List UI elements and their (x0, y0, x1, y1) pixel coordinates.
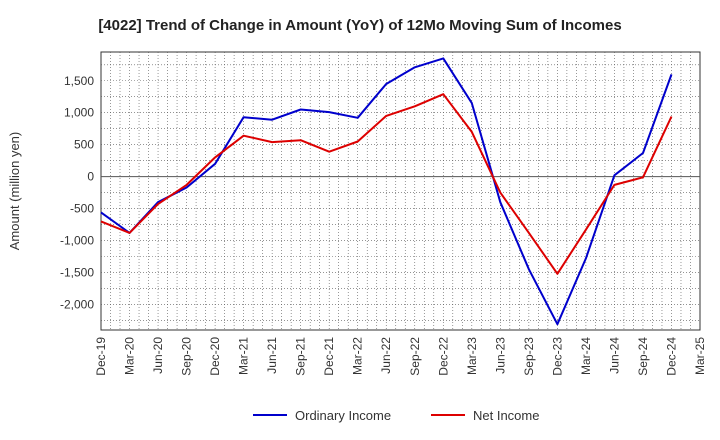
x-tick-label: Mar-23 (465, 337, 479, 375)
y-tick-label: -1,000 (60, 234, 94, 248)
y-tick-label: 1,000 (64, 106, 94, 120)
series-line-ordinary-income (100, 57, 673, 326)
x-tick-label: Jun-21 (265, 337, 279, 374)
x-tick-label: Dec-23 (550, 337, 564, 376)
y-tick-label: -1,500 (60, 265, 94, 279)
x-tick-label: Jun-20 (151, 337, 165, 374)
y-tick-label: 0 (87, 170, 94, 184)
y-tick-label: 500 (74, 138, 94, 152)
legend: Ordinary Income Net Income (253, 408, 539, 423)
x-axis-ticks: Dec-19 Mar-20 Jun-20 Sep-20 Dec-20 Mar-21 Jun-… (94, 337, 707, 376)
x-tick-label: Sep-24 (636, 337, 650, 376)
x-tick-label: Jun-23 (493, 337, 507, 374)
y-tick-label: -2,000 (60, 297, 94, 311)
y-tick-label: -500 (70, 202, 94, 216)
legend-label: Net Income (473, 408, 539, 423)
x-tick-label: Mar-25 (693, 337, 707, 375)
x-tick-label: Dec-24 (664, 337, 678, 376)
series-line-net-income (100, 93, 673, 275)
series-lines (100, 57, 673, 326)
x-tick-label: Mar-22 (351, 337, 365, 375)
plot-area (100, 51, 701, 331)
x-tick-label: Jun-24 (607, 337, 621, 374)
chart-title: [4022] Trend of Change in Amount (YoY) o… (98, 17, 621, 34)
x-tick-label: Dec-19 (94, 337, 108, 376)
x-tick-label: Jun-22 (379, 337, 393, 374)
x-tick-label: Sep-20 (180, 337, 194, 376)
x-tick-label: Mar-21 (237, 337, 251, 375)
y-axis-label: Amount (million yen) (7, 132, 22, 251)
x-tick-label: Sep-23 (522, 337, 536, 376)
x-tick-label: Dec-21 (322, 337, 336, 376)
x-tick-label: Dec-20 (208, 337, 222, 376)
x-tick-label: Dec-22 (436, 337, 450, 376)
x-tick-label: Mar-20 (123, 337, 137, 375)
x-tick-label: Sep-21 (294, 337, 308, 376)
legend-label: Ordinary Income (295, 408, 391, 423)
grid-lines (101, 52, 700, 330)
x-tick-label: Mar-24 (579, 337, 593, 375)
y-tick-label: 1,500 (64, 74, 94, 88)
x-tick-label: Sep-22 (408, 337, 422, 376)
y-axis-ticks: 1,500 1,000 500 0 -500 -1,000 -1,500 -2,000 (60, 74, 94, 312)
